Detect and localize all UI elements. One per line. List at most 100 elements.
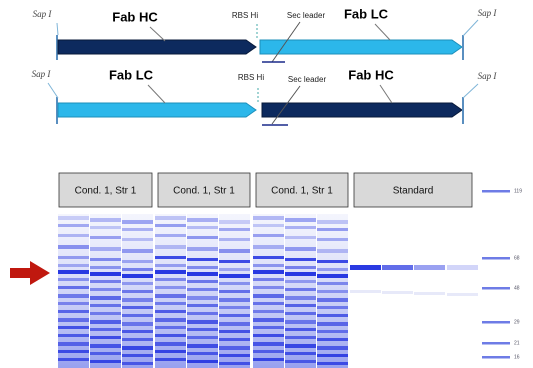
gel-band bbox=[155, 318, 186, 322]
gel-band bbox=[122, 298, 153, 302]
gel-band bbox=[317, 306, 348, 309]
gene-label: Fab LC bbox=[109, 67, 154, 82]
gene-label: Fab HC bbox=[112, 9, 158, 24]
gel-band bbox=[187, 328, 218, 331]
gel-band bbox=[285, 336, 316, 339]
gel-band bbox=[285, 266, 316, 269]
gel-band bbox=[122, 274, 153, 278]
gel-band bbox=[90, 320, 121, 324]
gel-band bbox=[317, 338, 348, 341]
gel-band bbox=[58, 278, 89, 281]
gel-band bbox=[122, 314, 153, 317]
site-label: Sap I bbox=[33, 9, 53, 19]
lane-label: Standard bbox=[393, 186, 434, 197]
site-label: Sap I bbox=[478, 8, 498, 18]
gel-band bbox=[58, 302, 89, 305]
gel-band bbox=[155, 234, 186, 237]
gel-band bbox=[155, 286, 186, 289]
gel-band bbox=[219, 314, 250, 317]
gel-band bbox=[187, 336, 218, 339]
gel-band bbox=[285, 320, 316, 324]
gel-band bbox=[219, 338, 250, 341]
gel-band bbox=[219, 220, 250, 224]
gel-band bbox=[122, 346, 153, 350]
gel-band bbox=[317, 220, 348, 224]
gel-band bbox=[122, 268, 153, 271]
gel-band bbox=[90, 360, 121, 363]
gel-band bbox=[447, 265, 478, 270]
ladder-band bbox=[482, 287, 510, 290]
gel-band bbox=[187, 272, 218, 276]
gel-band bbox=[253, 278, 284, 281]
gene-arrow-light bbox=[260, 40, 462, 54]
gel-band bbox=[122, 338, 153, 341]
gel-band bbox=[155, 326, 186, 329]
gel-band bbox=[58, 350, 89, 353]
gel-band bbox=[155, 264, 186, 267]
gel-band bbox=[253, 264, 284, 267]
gel-band bbox=[155, 216, 186, 220]
gel-band bbox=[253, 216, 284, 220]
gel-band bbox=[285, 247, 316, 251]
gel-band bbox=[285, 288, 316, 291]
gel-band bbox=[219, 228, 250, 231]
gel-band bbox=[253, 342, 284, 346]
gel-band bbox=[90, 218, 121, 222]
gel-band bbox=[317, 346, 348, 350]
gel-band bbox=[58, 216, 89, 220]
gel-band bbox=[253, 286, 284, 289]
gel-band bbox=[187, 296, 218, 300]
gel-band bbox=[253, 234, 284, 237]
gene-arrow-light bbox=[58, 103, 256, 117]
gel-band bbox=[317, 322, 348, 326]
site-label: Sap I bbox=[32, 69, 52, 79]
gel-band bbox=[219, 362, 250, 365]
gel-band bbox=[122, 354, 153, 357]
gel-band bbox=[187, 360, 218, 363]
gene-label: Fab HC bbox=[348, 67, 394, 82]
gel-band bbox=[285, 328, 316, 331]
gel-band bbox=[285, 296, 316, 300]
gel-band bbox=[317, 354, 348, 357]
gel-band bbox=[219, 260, 250, 263]
gel-band bbox=[253, 256, 284, 259]
gel-band bbox=[90, 352, 121, 355]
gel-band bbox=[58, 318, 89, 322]
lane-label: Cond. 1, Str 1 bbox=[75, 186, 137, 197]
gel-band bbox=[90, 288, 121, 291]
gel-band bbox=[155, 245, 186, 249]
gel-band bbox=[58, 326, 89, 329]
gel-band bbox=[317, 268, 348, 271]
pointer bbox=[150, 27, 165, 41]
ladder-band bbox=[482, 356, 510, 359]
gel-band bbox=[253, 224, 284, 227]
gel-band bbox=[285, 258, 316, 261]
gel-band bbox=[90, 336, 121, 339]
gel-band bbox=[285, 304, 316, 307]
leader-label: Sec leader bbox=[287, 11, 326, 20]
pointer bbox=[48, 83, 58, 98]
gel-band bbox=[58, 358, 89, 361]
ladder-label: 48 bbox=[514, 285, 520, 291]
gel-band bbox=[187, 280, 218, 283]
gel-band bbox=[90, 312, 121, 315]
gel-band bbox=[122, 260, 153, 263]
gel-band bbox=[219, 298, 250, 302]
gel-band bbox=[90, 328, 121, 331]
gel-band bbox=[187, 352, 218, 355]
gel-band bbox=[187, 312, 218, 315]
gel-band bbox=[90, 344, 121, 348]
ladder-label: 16 bbox=[514, 354, 520, 360]
gel-band bbox=[285, 218, 316, 222]
gel-band bbox=[253, 318, 284, 322]
gel-band bbox=[219, 330, 250, 333]
gel-band bbox=[122, 330, 153, 333]
gel-band bbox=[122, 228, 153, 231]
gel-band bbox=[187, 266, 218, 269]
gel-band bbox=[187, 226, 218, 229]
gel-band bbox=[317, 330, 348, 333]
gel-band bbox=[317, 228, 348, 231]
rbs-label: RBS Hi bbox=[238, 73, 264, 82]
gel-band bbox=[285, 236, 316, 239]
